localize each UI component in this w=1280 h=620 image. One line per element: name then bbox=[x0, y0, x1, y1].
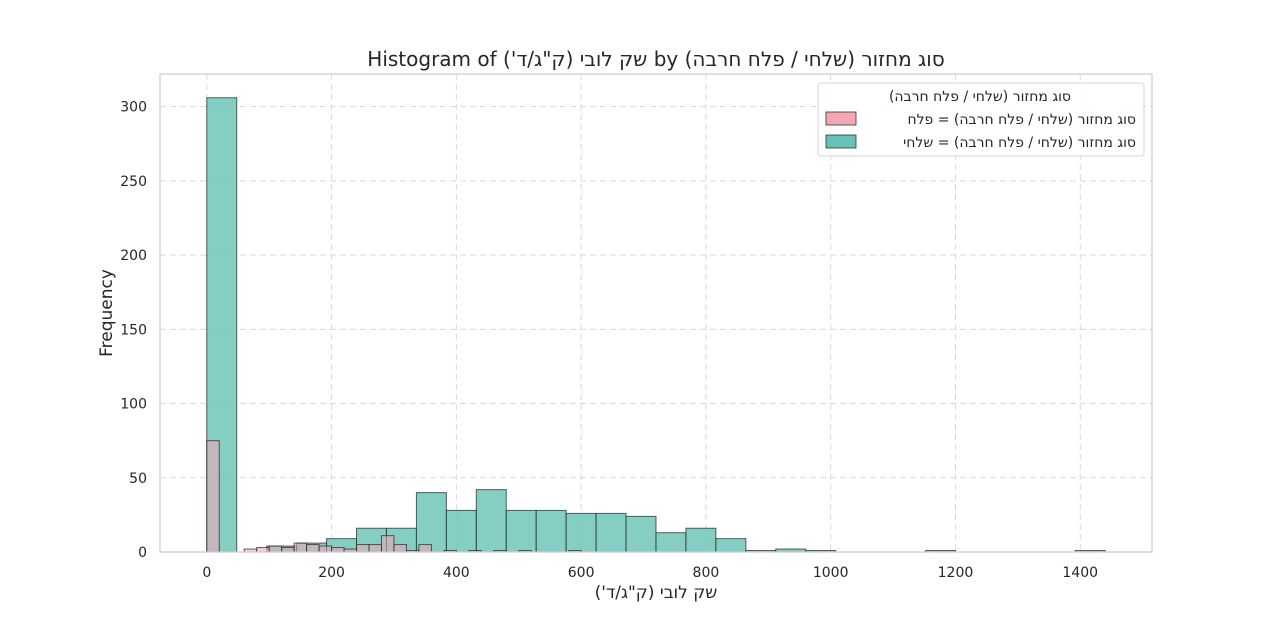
legend-swatch-pelach bbox=[825, 111, 857, 126]
histogram-bar-pelach bbox=[318, 545, 333, 553]
x-tick-label: 200 bbox=[318, 565, 345, 581]
x-tick-label: 600 bbox=[568, 565, 595, 581]
x-tick-label: 1400 bbox=[1062, 565, 1098, 581]
y-tick-label: 250 bbox=[120, 174, 147, 190]
histogram-bar-pelach bbox=[393, 544, 407, 553]
y-tick-label: 0 bbox=[138, 545, 147, 561]
x-tick-label: 800 bbox=[693, 565, 720, 581]
histogram-bar-pelach bbox=[256, 547, 270, 553]
histogram-bar-pelach bbox=[368, 544, 382, 553]
grid-lines bbox=[160, 74, 1152, 552]
x-tick-label: 400 bbox=[443, 565, 470, 581]
y-axis-title: Frequency bbox=[97, 269, 117, 357]
histogram-bar-shlachi bbox=[715, 538, 747, 553]
histogram-bar-shlachi bbox=[475, 489, 507, 553]
histogram-bar-shlachi bbox=[685, 527, 717, 553]
histogram-bar-pelach bbox=[281, 547, 295, 553]
histogram-bar-pelach bbox=[293, 542, 308, 553]
histogram-bar-shlachi bbox=[625, 515, 657, 553]
histogram-bar-pelach bbox=[331, 547, 345, 553]
y-tick-label: 150 bbox=[120, 322, 147, 338]
histogram-bar-shlachi bbox=[505, 509, 537, 553]
histogram-bar-shlachi bbox=[535, 509, 567, 553]
y-axis-ticks: 0 50 100 150 200 250 300 bbox=[120, 100, 147, 561]
y-tick-label: 200 bbox=[120, 248, 147, 264]
histogram-bar-pelach bbox=[380, 535, 395, 553]
histogram-bar-shlachi bbox=[655, 532, 687, 553]
x-tick-label: 1000 bbox=[813, 565, 849, 581]
histogram-bar-pelach bbox=[418, 544, 432, 553]
histogram-bar-pelach bbox=[268, 545, 283, 553]
histogram-bar-shlachi bbox=[415, 492, 447, 553]
x-tick-label: 0 bbox=[202, 565, 211, 581]
histogram-bar-pelach bbox=[206, 440, 220, 553]
legend-box bbox=[817, 82, 1145, 157]
legend: סוג מחזור (שלחי / פלח חרבה) סוג מחזור (ש… bbox=[817, 82, 1145, 157]
y-tick-label: 100 bbox=[120, 397, 147, 413]
legend-swatch-shlachi bbox=[825, 134, 857, 149]
plot-frame bbox=[159, 73, 1153, 553]
histogram-bar-pelach bbox=[306, 544, 320, 553]
legend-label-shlachi: סוג מחזור (שלחי / פלח חרבה) = שלחי bbox=[903, 135, 1136, 151]
x-axis-ticks: 0 200 400 600 800 1000 1200 1400 bbox=[202, 565, 1098, 581]
histogram-bar-shlachi bbox=[595, 512, 627, 553]
x-axis-title: שק לובי (ק"ג/ד') bbox=[595, 583, 718, 603]
legend-title: סוג מחזור (שלחי / פלח חרבה) bbox=[889, 89, 1071, 105]
histogram-bar-shlachi bbox=[565, 512, 597, 553]
legend-label-pelach: סוג מחזור (שלחי / פלח חרבה) = פלח bbox=[907, 112, 1136, 128]
x-tick-label: 1200 bbox=[938, 565, 974, 581]
y-tick-label: 300 bbox=[120, 100, 147, 116]
histogram-bar-shlachi bbox=[445, 509, 477, 553]
y-tick-label: 50 bbox=[129, 471, 147, 487]
histogram-bar-pelach bbox=[356, 544, 370, 553]
chart-title: Histogram of שק לובי (ק"ג/ד') by סוג מחז… bbox=[367, 47, 944, 71]
